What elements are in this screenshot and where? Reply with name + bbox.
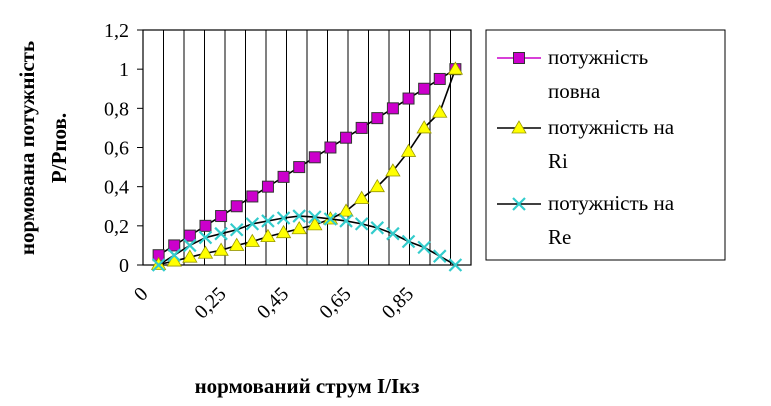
legend-label: Ri <box>548 149 568 173</box>
data-point <box>182 249 198 263</box>
data-point <box>433 72 446 85</box>
data-point <box>293 161 306 174</box>
y-tick-label: 0 <box>119 255 129 277</box>
data-point <box>261 180 274 193</box>
legend-label: Re <box>548 225 571 249</box>
data-point <box>340 131 353 144</box>
legend-item: потужність на Ri <box>497 115 675 173</box>
legend-item: потужність на Re <box>497 191 675 249</box>
data-point <box>213 242 229 256</box>
legend-box <box>485 29 726 261</box>
data-point <box>355 121 368 134</box>
data-point <box>324 141 337 154</box>
data-point <box>432 249 447 263</box>
data-point <box>168 239 181 252</box>
y-tick-label: 1,2 <box>104 20 129 42</box>
data-point <box>418 82 431 95</box>
data-point <box>307 217 323 231</box>
data-point <box>308 151 321 164</box>
y-tick-label: 0,8 <box>104 98 129 120</box>
legend-marker <box>511 120 527 134</box>
y-axis-title-line-1: нормована потужність <box>15 41 39 255</box>
data-point <box>246 190 259 203</box>
data-point <box>353 190 370 204</box>
data-point <box>244 233 261 247</box>
data-point <box>416 120 432 134</box>
legend-marker <box>513 52 525 64</box>
data-point <box>197 245 214 259</box>
data-point <box>386 226 400 241</box>
series-2 <box>150 61 464 270</box>
data-point <box>371 112 384 125</box>
data-point <box>275 224 292 239</box>
data-point <box>339 214 353 228</box>
data-point <box>448 258 463 272</box>
y-axis-ticks: 0 0,2 0,4 0,6 0,8 1 1,2 <box>104 20 143 277</box>
data-point <box>183 238 197 253</box>
data-point <box>199 219 212 232</box>
data-point <box>198 230 213 245</box>
legend-label: потужність на <box>548 115 675 139</box>
series-group <box>150 61 464 272</box>
data-point <box>401 234 416 249</box>
data-point <box>261 214 275 228</box>
data-point <box>215 210 228 223</box>
legend-label: повна <box>548 79 601 103</box>
data-point <box>214 226 228 241</box>
data-point <box>167 248 182 262</box>
data-point <box>245 217 260 231</box>
data-point <box>277 170 290 183</box>
data-point <box>447 61 464 75</box>
data-point <box>230 200 243 213</box>
data-point <box>338 203 354 217</box>
data-point <box>260 228 276 243</box>
data-point <box>183 229 196 242</box>
y-tick-label: 0,4 <box>104 177 129 199</box>
data-point <box>354 217 369 231</box>
data-point <box>432 104 448 118</box>
data-point <box>385 163 401 177</box>
data-point <box>308 210 322 224</box>
data-point <box>400 143 417 157</box>
legend-marker <box>512 197 526 211</box>
y-tick-label: 0,6 <box>104 138 129 160</box>
legend-label: потужність <box>548 45 648 69</box>
data-point <box>291 220 307 235</box>
data-point <box>151 258 166 272</box>
series-3 <box>151 209 463 272</box>
data-point <box>229 222 244 237</box>
y-axis-title-line-2: Р/Рпов. <box>47 113 71 183</box>
y-tick-label: 0,2 <box>104 216 129 238</box>
data-point <box>417 240 431 255</box>
data-point <box>386 102 399 115</box>
data-point <box>276 211 291 225</box>
legend-item: потужність повна <box>497 45 648 103</box>
data-point <box>229 237 245 251</box>
data-point <box>323 212 338 226</box>
x-axis-title: нормований струм I/Iкз <box>195 374 420 398</box>
data-point <box>370 221 385 235</box>
data-point <box>369 178 385 193</box>
data-point <box>292 209 306 223</box>
legend-label: потужність на <box>548 191 675 215</box>
y-tick-label: 1 <box>119 59 129 81</box>
data-point <box>402 92 415 105</box>
